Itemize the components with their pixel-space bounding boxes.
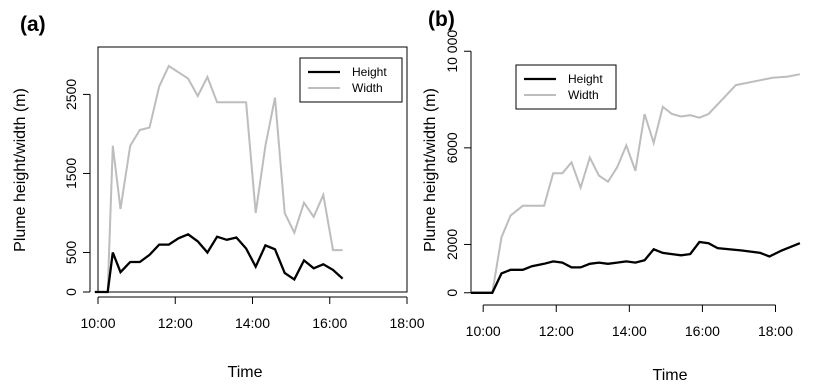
y-axis-title: Plume height/width (m) bbox=[422, 88, 439, 252]
y-tick-label: 2500 bbox=[63, 79, 79, 110]
y-tick-label: 500 bbox=[63, 241, 79, 265]
legend-box bbox=[299, 57, 403, 103]
y-tick-label: 1500 bbox=[63, 158, 79, 189]
series-line-width bbox=[471, 73, 801, 294]
panel-label: (a) bbox=[20, 13, 46, 36]
x-tick-label: 16:00 bbox=[312, 315, 347, 331]
x-tick-label: 14:00 bbox=[235, 315, 270, 331]
x-axis-title: Time bbox=[653, 367, 688, 384]
x-tick-label: 10:00 bbox=[80, 315, 115, 331]
legend: Height Width bbox=[515, 64, 617, 110]
x-tick-label: 12:00 bbox=[158, 315, 193, 331]
legend-label-width: Width bbox=[568, 88, 599, 102]
plot-frame bbox=[97, 46, 408, 293]
y-axis-title: Plume height/width (m) bbox=[12, 88, 29, 252]
legend: Height Width bbox=[299, 57, 403, 103]
legend-box bbox=[515, 64, 617, 110]
legend-label-width: Width bbox=[352, 81, 383, 95]
x-axis-title: Time bbox=[228, 364, 263, 381]
y-tick-label: 10 000 bbox=[444, 30, 460, 73]
y-tick-label: 0 bbox=[63, 288, 79, 296]
series-line-height bbox=[471, 240, 801, 294]
panel-label: (b) bbox=[428, 8, 455, 31]
x-tick-label: 14:00 bbox=[612, 323, 647, 339]
x-tick-label: 18:00 bbox=[389, 315, 424, 331]
chart-panel-b: (b) 0 2000 6000 10 000 10:00 12:00 14:00 16:00 18… bbox=[422, 8, 801, 384]
series-line-height bbox=[94, 232, 344, 294]
x-tick-label: 10:00 bbox=[466, 323, 501, 339]
legend-label-height: Height bbox=[568, 72, 603, 86]
series-line-width bbox=[94, 64, 343, 293]
y-tick-label: 6000 bbox=[444, 132, 460, 163]
x-tick-label: 18:00 bbox=[758, 323, 793, 339]
y-tick-label: 2000 bbox=[444, 229, 460, 260]
legend-label-height: Height bbox=[352, 65, 387, 79]
x-tick-label: 16:00 bbox=[685, 323, 720, 339]
y-tick-label: 0 bbox=[444, 289, 460, 297]
chart-panel-a: (a) 0 500 1500 2500 10:00 12:00 14:00 16:00 18:00… bbox=[12, 13, 425, 381]
x-tick-label: 12:00 bbox=[539, 323, 574, 339]
